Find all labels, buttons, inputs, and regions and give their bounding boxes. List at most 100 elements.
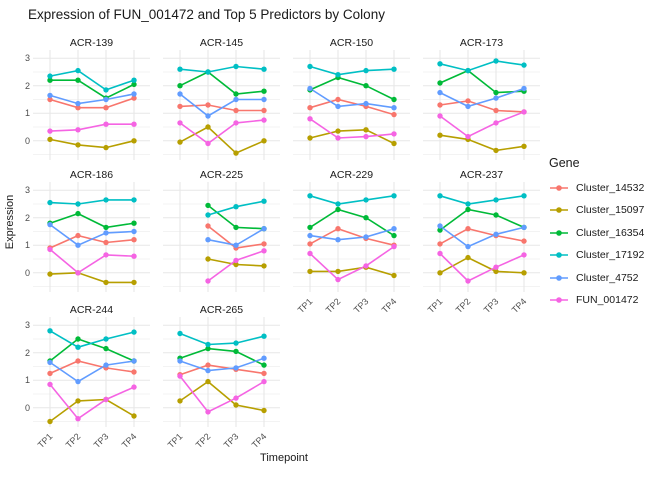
- legend-item-Cluster_17192: Cluster_17192: [549, 249, 644, 262]
- series-point-Cluster_16354: [437, 80, 443, 86]
- series-point-Cluster_16354: [363, 83, 369, 89]
- series-point-FUN_001472: [75, 416, 81, 422]
- series-point-Cluster_17192: [363, 197, 369, 203]
- series-line-Cluster_16354: [49, 212, 135, 229]
- series-point-Cluster_14532: [47, 370, 53, 377]
- series-line-Cluster_17192: [309, 195, 395, 205]
- series-point-Cluster_4752: [103, 230, 109, 236]
- series-point-FUN_001472: [437, 250, 443, 257]
- series-point-Cluster_17192: [131, 329, 137, 335]
- series-point-Cluster_16354: [391, 96, 397, 103]
- series-line-Cluster_15097: [310, 266, 395, 277]
- series-point-Cluster_15097: [131, 279, 137, 286]
- series-point-Cluster_16354: [75, 210, 81, 217]
- series-point-Cluster_17192: [261, 66, 267, 72]
- series-line-Cluster_14532: [49, 97, 135, 109]
- y-tick-label: 3: [24, 320, 30, 331]
- series-line-Cluster_15097: [49, 271, 134, 284]
- x-tick-label: TP3: [92, 431, 111, 450]
- series-point-Cluster_16354: [437, 227, 443, 233]
- series-point-Cluster_14532: [465, 98, 471, 104]
- series-point-Cluster_17192: [75, 201, 81, 207]
- series-line-Cluster_15097: [309, 128, 395, 145]
- y-tick-label: 2: [24, 80, 30, 91]
- series-point-Cluster_4752: [47, 221, 53, 228]
- y-tick-label: 3: [24, 53, 30, 64]
- series-point-Cluster_14532: [307, 241, 313, 247]
- series-line-FUN_001472: [179, 119, 265, 145]
- series-point-Cluster_15097: [521, 143, 527, 149]
- series-point-FUN_001472: [261, 117, 267, 123]
- series-point-Cluster_15097: [363, 127, 369, 133]
- facet-plot: [293, 50, 410, 160]
- series-point-Cluster_4752: [177, 358, 183, 364]
- series-line-Cluster_15097: [439, 256, 525, 274]
- series-point-Cluster_15097: [335, 128, 341, 134]
- facet-plot: TP1 TP2 TP3 TP4: [33, 317, 150, 450]
- x-tick-label: TP2: [194, 431, 213, 450]
- series-line-Cluster_14532: [49, 360, 135, 375]
- x-tick-label: TP2: [454, 296, 473, 315]
- series-point-Cluster_17192: [205, 341, 211, 348]
- series-point-Cluster_15097: [103, 144, 109, 151]
- series-point-Cluster_16354: [47, 77, 53, 83]
- series-point-Cluster_17192: [493, 58, 499, 64]
- series-point-Cluster_14532: [75, 358, 81, 364]
- x-tick-label: TP1: [166, 431, 185, 450]
- series-line-FUN_001472: [309, 245, 395, 281]
- series-line-Cluster_16354: [179, 71, 265, 95]
- series-point-Cluster_15097: [75, 142, 81, 148]
- series-point-Cluster_17192: [233, 340, 239, 346]
- series-point-Cluster_4752: [131, 91, 137, 97]
- facet-plot: TP1 TP2 TP3 TP4: [423, 182, 540, 315]
- series-point-Cluster_14532: [437, 102, 443, 108]
- series-point-Cluster_17192: [437, 193, 443, 199]
- x-tick-label: TP3: [482, 296, 501, 315]
- series-point-Cluster_4752: [131, 358, 137, 364]
- series-point-Cluster_14532: [103, 239, 109, 246]
- facet-title: ACR-237: [459, 169, 504, 181]
- series-point-FUN_001472: [521, 252, 527, 258]
- series-line-FUN_001472: [49, 123, 134, 132]
- series-point-Cluster_14532: [47, 96, 53, 103]
- facet-title: ACR-244: [69, 304, 114, 316]
- series-point-Cluster_17192: [465, 201, 471, 207]
- legend-item-Cluster_4752: Cluster_4752: [549, 271, 644, 284]
- facet-plot: [33, 50, 150, 160]
- series-point-FUN_001472: [335, 276, 341, 283]
- series-point-Cluster_15097: [493, 268, 499, 275]
- facet-title: ACR-265: [199, 304, 244, 316]
- series-point-Cluster_16354: [261, 88, 267, 94]
- series-line-FUN_001472: [439, 252, 525, 282]
- series-point-Cluster_4752: [205, 113, 211, 119]
- series-point-FUN_001472: [75, 270, 81, 276]
- series-point-Cluster_17192: [335, 201, 341, 207]
- x-tick-label: TP1: [426, 296, 445, 315]
- series-point-Cluster_15097: [103, 279, 109, 286]
- series-point-FUN_001472: [233, 257, 239, 264]
- series-point-Cluster_15097: [307, 268, 313, 275]
- series-line-FUN_001472: [49, 248, 135, 274]
- series-line-Cluster_17192: [49, 330, 135, 349]
- series-point-Cluster_15097: [261, 263, 267, 269]
- series-line-Cluster_4752: [309, 227, 395, 241]
- y-tick-label: 3: [24, 185, 30, 196]
- series-point-Cluster_4752: [307, 232, 313, 239]
- y-tick-label: 1: [24, 240, 30, 251]
- series-point-FUN_001472: [131, 121, 137, 127]
- series-line-Cluster_4752: [49, 93, 135, 105]
- facet-plot: [33, 182, 150, 292]
- legend-title: Gene: [549, 156, 580, 170]
- series-line-Cluster_16354: [439, 69, 525, 94]
- series-point-FUN_001472: [261, 248, 267, 254]
- series-point-FUN_001472: [75, 127, 81, 133]
- legend-key-icon: [550, 252, 568, 258]
- series-point-Cluster_4752: [205, 367, 211, 374]
- legend-key-icon: [550, 297, 568, 303]
- facet-title: ACR-173: [459, 37, 504, 49]
- series-line-Cluster_14532: [49, 234, 135, 249]
- y-tick-label: 0: [24, 135, 30, 146]
- legend-label: Cluster_16354: [576, 226, 645, 239]
- series-line-Cluster_14532: [309, 98, 395, 116]
- series-point-FUN_001472: [391, 243, 397, 250]
